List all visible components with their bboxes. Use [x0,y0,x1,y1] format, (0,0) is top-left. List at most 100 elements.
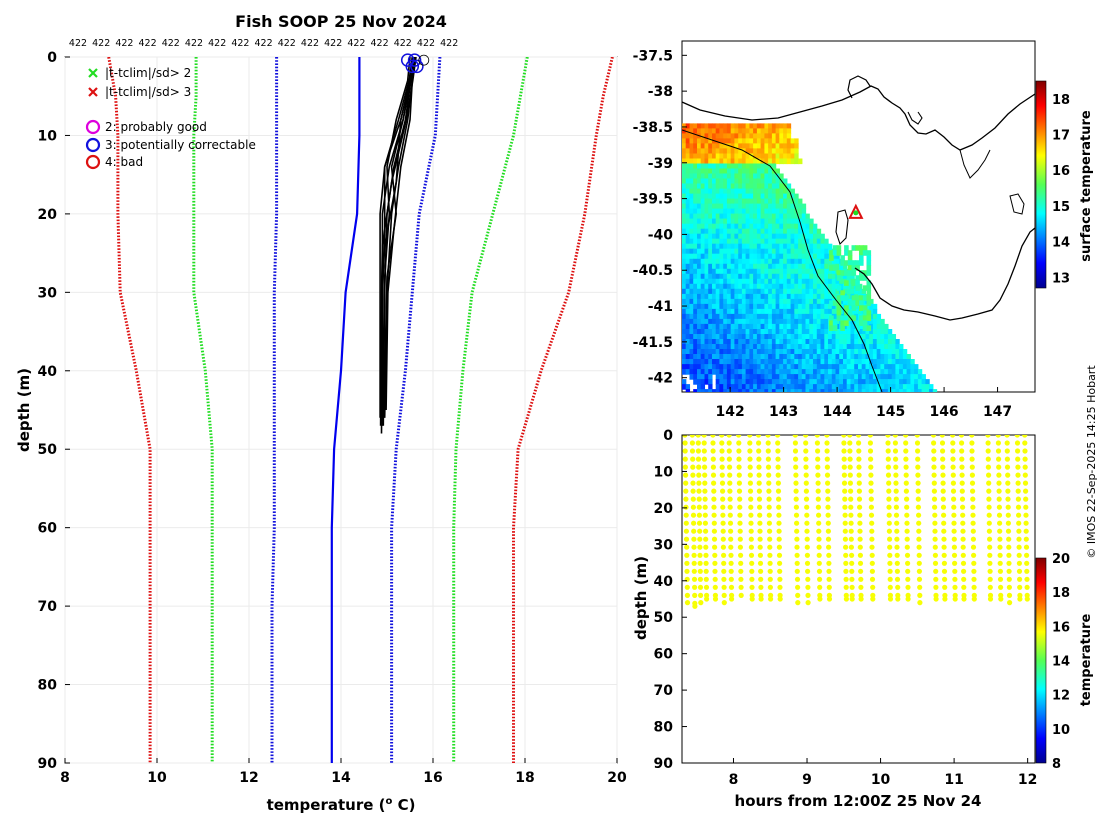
sst-cell [719,369,724,375]
sst-cell [771,354,777,360]
sst-cell [685,298,691,305]
data-point [952,584,958,590]
sst-cell [775,288,780,295]
data-point [683,528,690,534]
sst-cell [723,193,728,200]
sst-cell [801,318,807,325]
sst-cell [809,339,814,345]
sst-cell [872,354,878,360]
sst-cell [866,270,872,276]
sst-cell [771,293,777,300]
sst-cell [715,208,721,215]
sst-cell [809,303,814,310]
sst-cell [768,188,773,195]
sst-cell [738,303,743,310]
data-point [710,472,717,478]
data-point [793,456,799,462]
data-point [892,448,899,454]
sst-cell [719,143,724,150]
data-point [932,536,938,542]
sst-cell [839,374,844,380]
data-point [869,576,876,582]
sst-cell [708,148,713,155]
data-point [793,472,799,478]
sst-cell [738,263,743,270]
sst-cell [798,303,803,310]
sst-cell [756,158,762,165]
data-point [869,544,875,550]
sst-cell [749,308,754,315]
sst-cell [798,349,803,355]
sst-cell [866,290,872,296]
data-point [942,584,948,590]
sst-cell [794,238,799,245]
sst-cell [753,374,758,380]
sst-cell [783,128,788,135]
sst-cell [764,339,769,345]
data-point [682,435,688,438]
sst-cell [738,173,743,180]
sst-cell [753,313,758,320]
sst-cell [685,233,691,240]
sst-cell [786,183,792,190]
sst-cell [704,263,709,270]
sst-cell [801,313,807,320]
sst-cell [700,198,706,205]
sst-cell [760,153,765,160]
sst-cell [851,295,857,301]
data-point [720,536,726,542]
data-point [803,440,809,446]
sst-cell [749,253,754,260]
sst-cell [775,213,780,220]
sst-cell [794,379,799,385]
sst-cell [805,283,810,290]
sst-cell [805,339,810,345]
sst-cell [712,344,717,350]
sst-cell [700,369,706,375]
data-point [931,472,937,478]
sst-cell [745,143,750,150]
data-point [1006,544,1012,550]
timeseries-x-ticks: 8 9 10 11 12 [729,758,1037,788]
sst-cell [824,339,829,345]
sst-cell [723,123,728,130]
sst-cell [798,263,803,270]
sst-cell [813,273,818,280]
sst-cell [884,389,889,392]
sst-cell [859,300,864,306]
data-point [904,504,910,510]
sst-cell [775,193,780,200]
sst-cell [790,374,795,380]
data-point [885,456,891,462]
sst-cell [764,283,769,290]
sst-cell [704,369,709,375]
data-point [893,512,900,518]
sst-cell [753,133,758,140]
sst-cell [723,203,728,210]
sst-cell [865,379,870,385]
sst-cell [887,359,893,365]
sst-cell [697,268,702,275]
data-point [776,552,783,558]
sst-cell [734,168,739,175]
sst-cell [693,359,698,365]
sst-cell [734,374,739,380]
sst-cell [749,278,754,285]
sst-cell [719,153,724,160]
sst-cell [685,218,691,225]
data-point [738,576,744,582]
sst-cell [884,359,889,365]
sst-cell [700,233,706,240]
sst-cell [734,178,739,185]
sst-cell [768,173,773,180]
sst-cell [708,163,713,170]
data-point [689,448,696,454]
sst-cell [902,369,908,375]
sst-cell [745,273,750,280]
sst-cell [891,384,897,390]
sst-cell [715,228,721,235]
sst-cell [824,379,829,385]
sst-cell [715,258,721,265]
sst-cell [843,283,848,290]
sst-cell [831,349,837,355]
